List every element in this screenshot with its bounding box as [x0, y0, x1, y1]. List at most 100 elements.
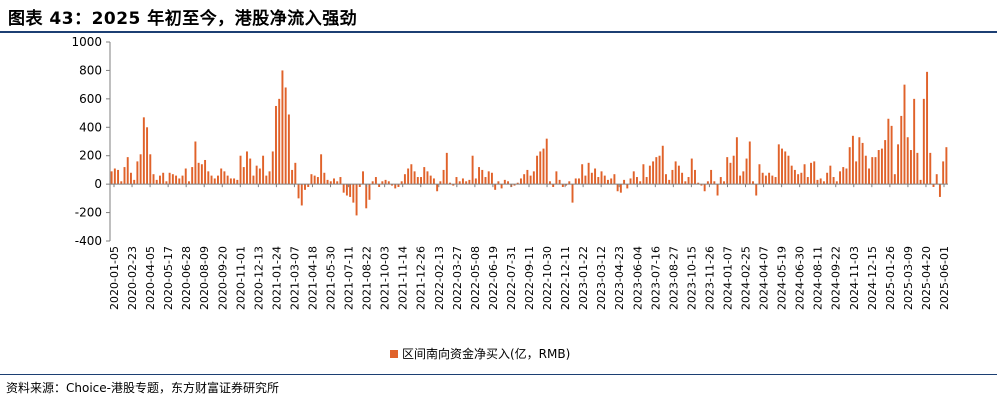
bar — [623, 179, 626, 185]
bar — [874, 157, 877, 185]
bar — [548, 181, 551, 185]
x-tick-label: 2022-07-31 — [505, 246, 518, 310]
bar — [835, 181, 838, 185]
bar — [461, 178, 464, 185]
bar — [426, 171, 429, 185]
y-tick-label: 600 — [79, 92, 102, 106]
bar — [922, 98, 925, 185]
x-tick-label: 2020-12-13 — [252, 246, 265, 310]
bar — [758, 164, 761, 185]
bar — [226, 175, 229, 185]
bar — [806, 177, 809, 185]
bar — [400, 181, 403, 185]
bar — [684, 181, 687, 185]
bar — [661, 145, 664, 185]
x-tick-label: 2021-12-26 — [415, 246, 428, 310]
bar — [587, 162, 590, 185]
bar — [900, 115, 903, 185]
bar — [297, 184, 300, 199]
bar — [636, 177, 638, 185]
bar — [932, 184, 935, 187]
x-tick-label: 2020-11-01 — [234, 246, 247, 310]
bar — [287, 114, 290, 185]
bar — [787, 155, 790, 185]
x-tick-label: 2024-08-11 — [812, 246, 825, 310]
x-tick-label: 2020-02-23 — [126, 246, 139, 310]
bar — [439, 181, 442, 185]
source-rule — [0, 374, 997, 375]
bar — [935, 174, 938, 185]
x-tick-label: 2024-01-07 — [721, 246, 734, 310]
bar — [255, 165, 258, 185]
bar — [752, 181, 754, 185]
bar — [191, 167, 194, 185]
bar — [316, 177, 319, 185]
bar — [487, 171, 490, 185]
bar — [600, 171, 603, 185]
bar — [700, 184, 703, 186]
bar — [403, 174, 406, 185]
bar — [458, 181, 461, 185]
bar — [552, 184, 555, 187]
bar — [345, 184, 348, 196]
bar — [275, 105, 277, 185]
bar — [429, 175, 432, 185]
bar — [845, 168, 848, 185]
bar — [868, 168, 871, 185]
bar — [532, 171, 535, 185]
bar — [677, 165, 680, 185]
bar — [374, 177, 377, 185]
bar — [445, 152, 448, 185]
bar — [133, 179, 136, 185]
x-tick-label: 2024-09-22 — [830, 246, 843, 310]
bar — [893, 174, 896, 185]
bar — [516, 182, 519, 185]
bar — [710, 169, 713, 185]
bar — [871, 157, 874, 185]
x-tick-label: 2023-10-15 — [685, 246, 698, 310]
x-tick-label: 2021-10-03 — [379, 246, 392, 310]
bar — [542, 148, 545, 185]
bar — [229, 178, 232, 185]
bar — [655, 157, 658, 185]
bar — [123, 167, 126, 185]
bar — [442, 169, 445, 185]
bar — [929, 152, 932, 185]
bar — [652, 161, 655, 185]
bar — [626, 184, 629, 189]
bar — [300, 184, 303, 206]
x-tick-label: 2022-02-13 — [433, 246, 446, 310]
x-tick-label: 2020-04-05 — [144, 246, 157, 310]
bar — [613, 174, 616, 185]
bar — [294, 162, 297, 185]
y-tick-label: 800 — [79, 63, 102, 77]
bar — [165, 181, 168, 185]
bar — [342, 184, 345, 193]
bar — [842, 167, 845, 185]
x-tick-label: 2020-09-20 — [216, 246, 229, 310]
bar — [503, 179, 506, 185]
bar — [258, 168, 261, 185]
bar — [790, 165, 793, 185]
bar — [387, 181, 390, 185]
bar — [152, 174, 155, 185]
bar — [735, 137, 738, 185]
bar — [690, 158, 693, 185]
source-note: 资料来源：Choice-港股专题，东方财富证券研究所 — [6, 381, 279, 395]
bar — [284, 87, 287, 185]
x-tick-label: 2024-02-25 — [740, 246, 753, 310]
bar — [494, 184, 497, 190]
bar — [187, 181, 190, 185]
x-tick-label: 2021-11-14 — [397, 246, 410, 310]
bar — [519, 178, 522, 185]
legend-swatch — [390, 349, 398, 358]
x-tick-label: 2025-01-26 — [884, 246, 897, 310]
bar — [432, 178, 435, 185]
x-tick-label: 2023-07-16 — [649, 246, 662, 310]
x-tick-label: 2021-03-07 — [288, 246, 301, 310]
bar — [204, 159, 207, 185]
bar — [484, 177, 487, 185]
bar — [110, 171, 113, 185]
bar — [397, 184, 400, 187]
bar — [171, 174, 174, 185]
